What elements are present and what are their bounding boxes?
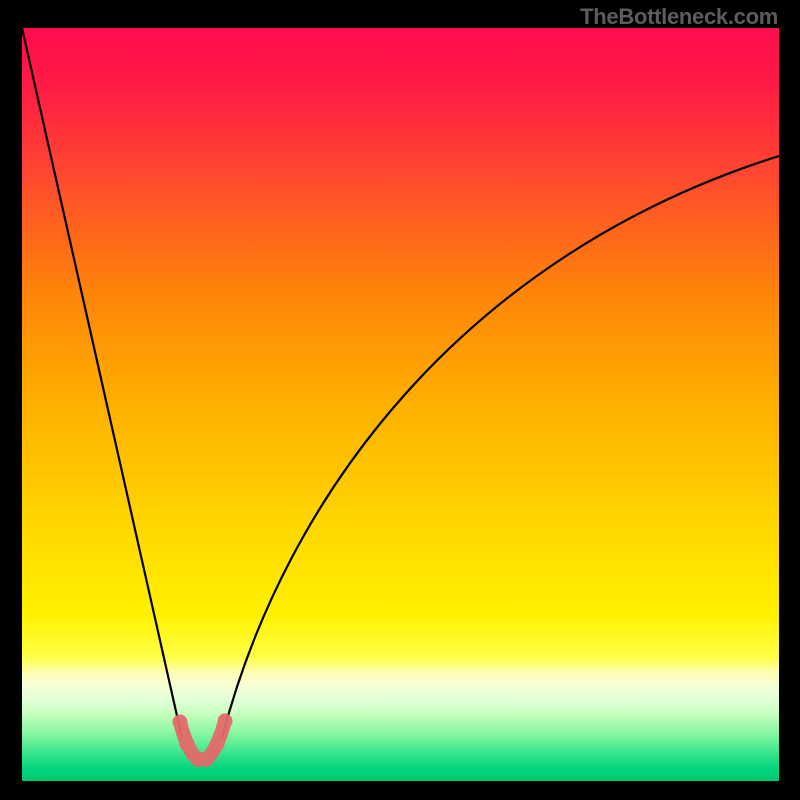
watermark-text: TheBottleneck.com xyxy=(580,4,778,30)
plot-area xyxy=(22,28,779,781)
curve-overlay xyxy=(22,28,779,781)
